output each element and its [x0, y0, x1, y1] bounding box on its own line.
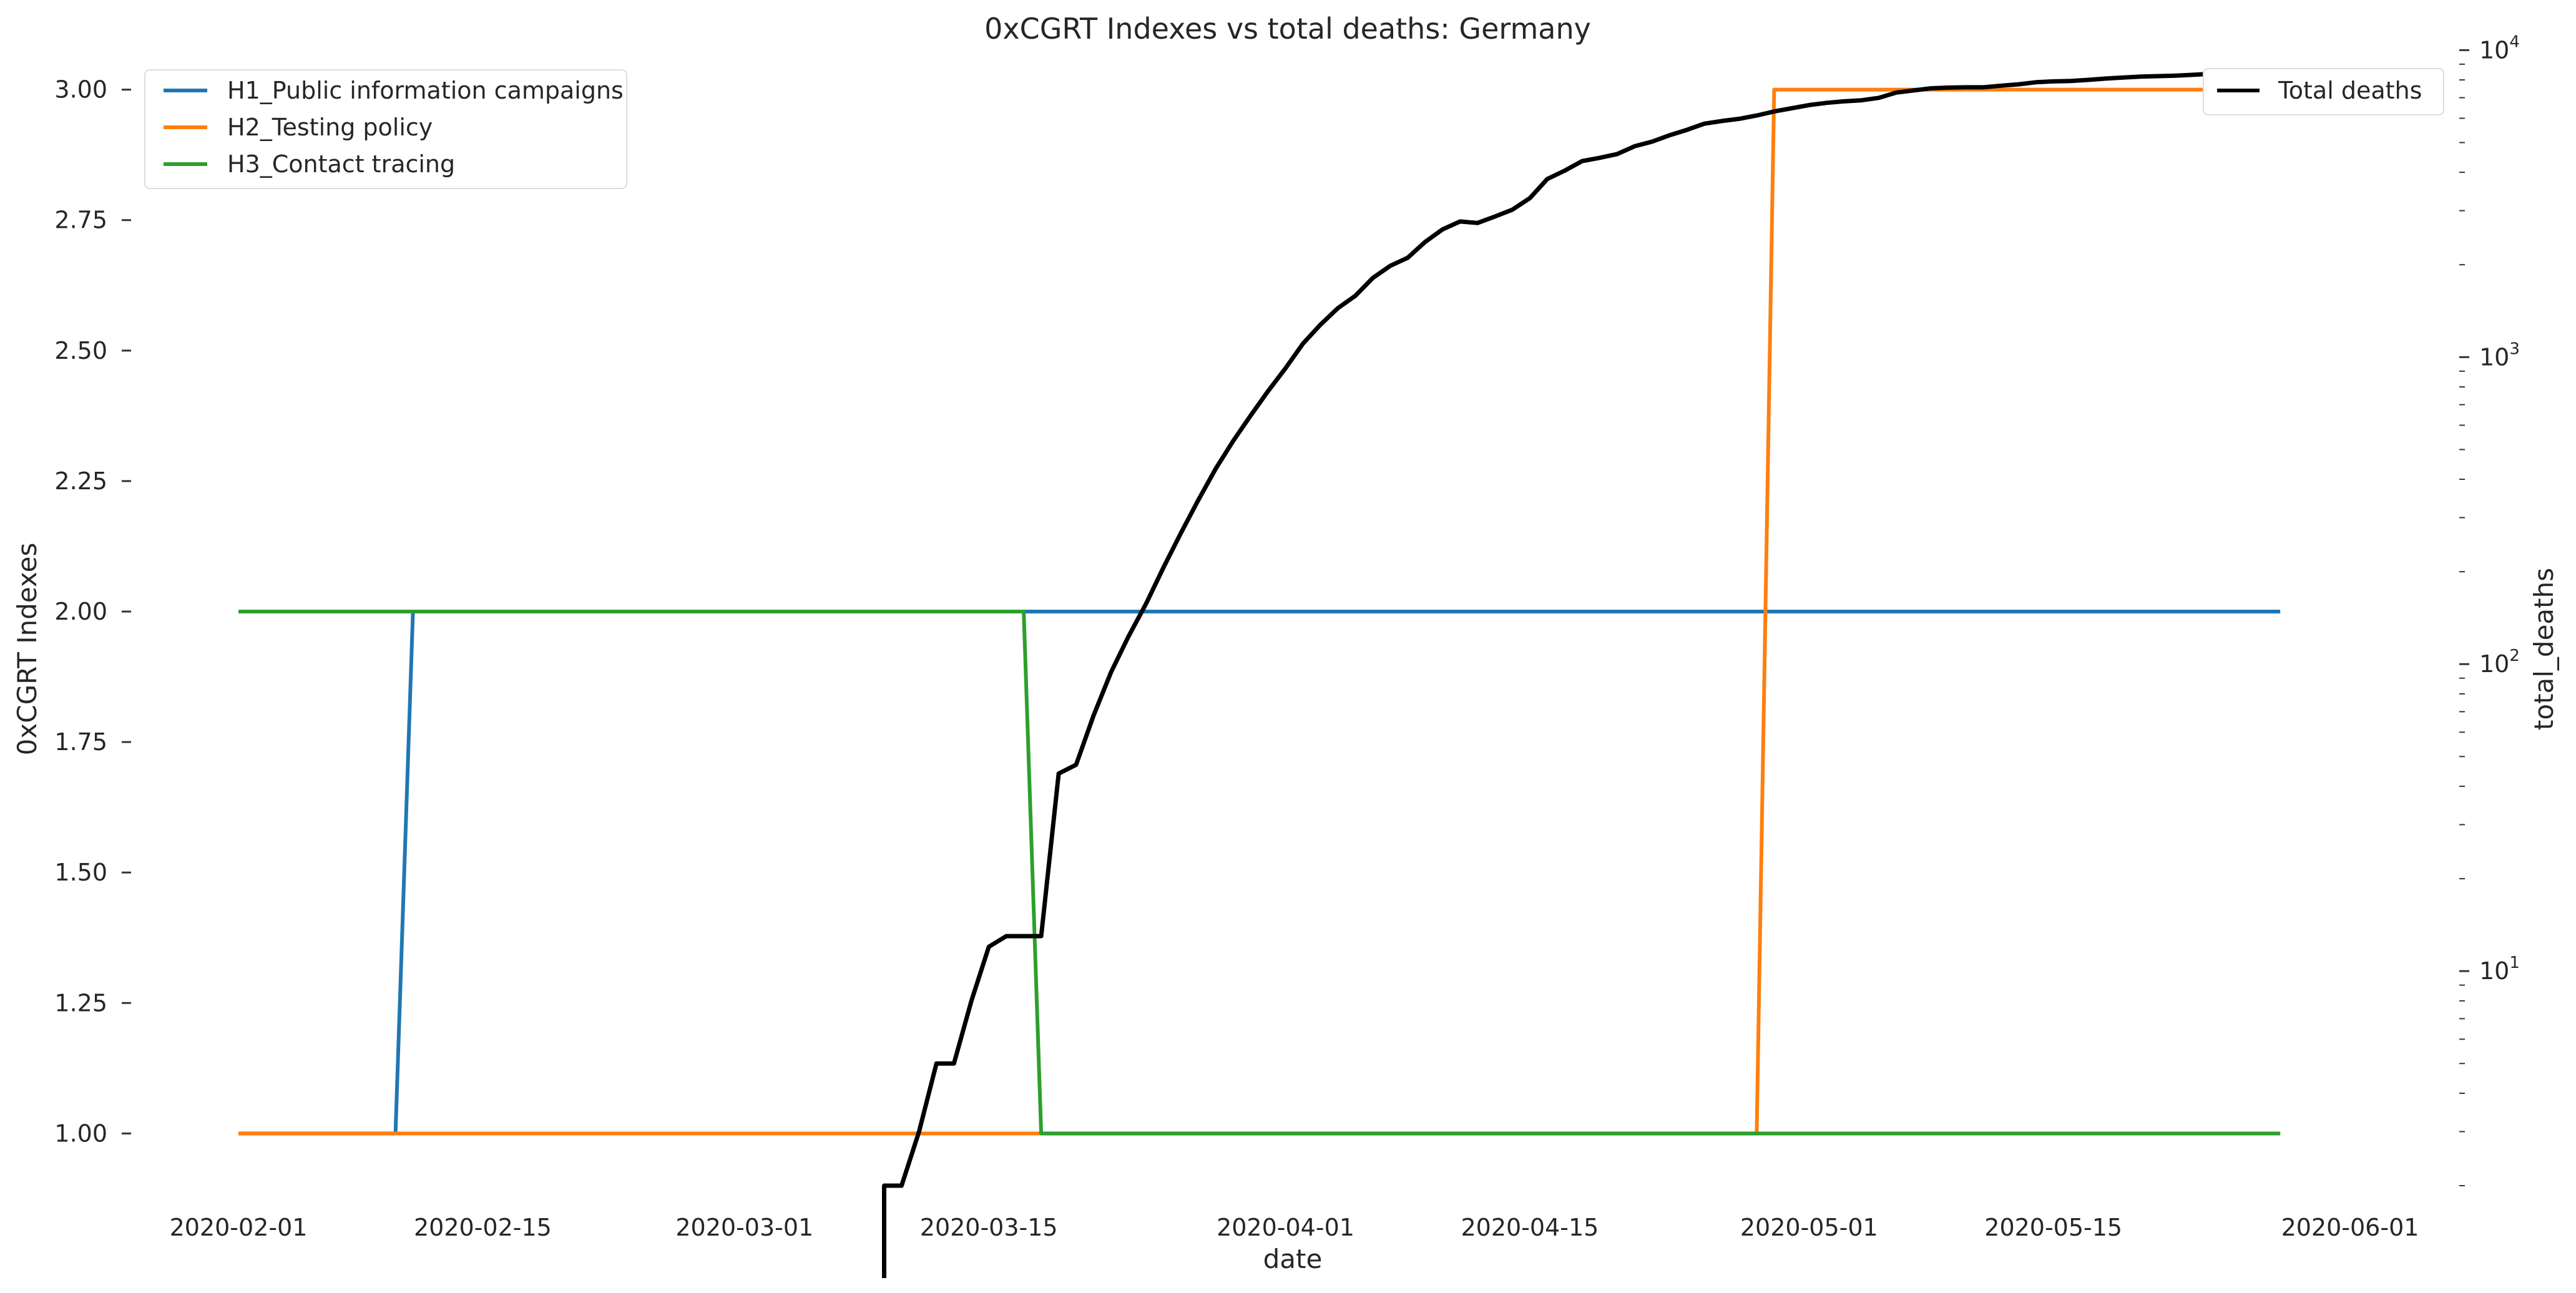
y2-tick-label: 102 — [2479, 646, 2520, 678]
legend-right: Total deaths — [2203, 68, 2444, 115]
x-tick-label: 2020-06-01 — [2281, 1214, 2419, 1241]
y2-tick-label: 103 — [2479, 339, 2520, 371]
series-line-h3-contact-tracing — [238, 610, 2281, 1136]
y2-axis-label: total_deaths — [2529, 568, 2559, 730]
y-tick-label: 2.00 — [54, 598, 107, 625]
series-lines — [238, 69, 2281, 1279]
legend-right-frame — [2203, 68, 2444, 115]
series-line-h2-testing-policy — [238, 87, 2281, 1136]
x-tick-label: 2020-03-15 — [920, 1214, 1058, 1241]
y2-tick-base: 10 — [2479, 957, 2509, 985]
y2-tick-exponent: 4 — [2509, 32, 2520, 51]
legend-label-h3: H3_Contact tracing — [227, 150, 455, 178]
y2-tick-label: 104 — [2479, 32, 2520, 64]
legend-label-h1: H1_Public information campaigns — [227, 77, 624, 104]
x-tick-label: 2020-04-01 — [1217, 1214, 1354, 1241]
x-tick-label: 2020-04-15 — [1461, 1214, 1599, 1241]
chart-title: 0xCGRT Indexes vs total deaths: Germany — [984, 12, 1591, 46]
x-tick-label: 2020-02-15 — [414, 1214, 552, 1241]
legend-left: H1_Public information campaigns H2_Testi… — [144, 69, 627, 189]
legend-label-h2: H2_Testing policy — [227, 114, 433, 141]
legend-left-frame — [144, 69, 627, 189]
y-tick-label: 1.00 — [54, 1120, 107, 1147]
y-axis-ticks: 1.00 1.25 1.50 1.75 2.00 2.25 2.50 2.75 3.00 — [54, 76, 131, 1147]
x-tick-label: 2020-05-01 — [1740, 1214, 1878, 1241]
x-axis-label: date — [1263, 1244, 1323, 1274]
x-axis-ticks: 2020-02-01 2020-02-15 2020-03-01 2020-03-15… — [170, 1214, 2419, 1241]
series-line-h1-public-information-campaigns — [238, 610, 2281, 1136]
y-tick-label: 1.75 — [54, 728, 107, 756]
x-tick-label: 2020-05-15 — [1984, 1214, 2122, 1241]
y2-tick-base: 10 — [2479, 36, 2509, 64]
x-tick-label: 2020-02-01 — [170, 1214, 308, 1241]
y2-tick-base: 10 — [2479, 343, 2509, 371]
y-axis-label: 0xCGRT Indexes — [12, 543, 42, 756]
y-tick-label: 1.25 — [54, 989, 107, 1017]
legend-label-total-deaths: Total deaths — [2278, 77, 2422, 104]
y-tick-label: 1.50 — [54, 859, 107, 886]
y-tick-label: 2.50 — [54, 337, 107, 364]
y-tick-label: 3.00 — [54, 76, 107, 104]
series-line-total-deaths — [882, 69, 2281, 1279]
y2-tick-exponent: 1 — [2509, 954, 2520, 972]
y2-tick-exponent: 3 — [2509, 339, 2520, 358]
y-tick-label: 2.25 — [54, 467, 107, 495]
y-tick-label: 2.75 — [54, 207, 107, 234]
y2-tick-label: 101 — [2479, 954, 2520, 985]
y2-tick-exponent: 2 — [2509, 646, 2520, 665]
x-tick-label: 2020-03-01 — [675, 1214, 813, 1241]
y2-tick-base: 10 — [2479, 650, 2509, 678]
